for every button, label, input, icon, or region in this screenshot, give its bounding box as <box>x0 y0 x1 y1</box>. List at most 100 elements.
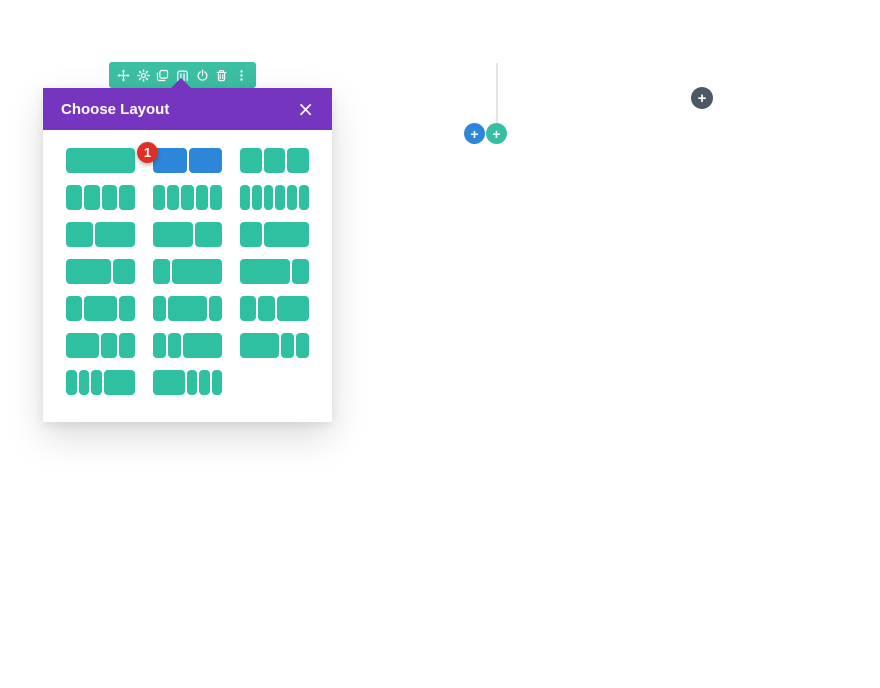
column-block <box>240 222 263 247</box>
modal-header: Choose Layout × <box>43 88 332 130</box>
column-block <box>153 333 166 358</box>
layout-option-1-6-1-6-1-6-1-6-1-6-1-6[interactable] <box>240 185 309 210</box>
column-block <box>153 259 170 284</box>
column-block <box>240 296 257 321</box>
save-to-library-button[interactable] <box>194 67 210 83</box>
choose-layout-modal: Choose Layout × 1 <box>43 88 332 422</box>
layout-option-3-4-1-4[interactable] <box>240 259 309 284</box>
layout-option-1-4-1-4-1-2[interactable] <box>240 296 309 321</box>
column-block <box>240 333 279 358</box>
column-block <box>66 370 77 395</box>
column-block <box>195 185 208 210</box>
move-button[interactable] <box>116 67 132 83</box>
ellipsis-vertical-icon <box>240 69 243 81</box>
column-block <box>167 185 180 210</box>
column-block <box>240 259 291 284</box>
column-block <box>183 333 222 358</box>
move-icon <box>117 68 130 82</box>
column-block <box>299 185 309 210</box>
section-divider-line <box>496 63 498 125</box>
layout-option-1-2-1-6-1-6-1-6[interactable] <box>153 370 222 395</box>
column-block <box>153 296 166 321</box>
delete-button[interactable] <box>214 67 230 83</box>
close-button[interactable]: × <box>297 97 314 121</box>
column-block <box>66 148 135 173</box>
column-block <box>209 296 222 321</box>
column-block <box>118 333 135 358</box>
layout-option-1-4-3-4[interactable] <box>153 259 222 284</box>
column-block <box>292 259 309 284</box>
column-block <box>287 148 310 173</box>
column-block <box>168 333 181 358</box>
layout-option-1-3-2-3[interactable] <box>240 222 309 247</box>
column-block <box>168 296 207 321</box>
column-block <box>186 370 197 395</box>
column-block <box>119 185 135 210</box>
column-block <box>195 222 222 247</box>
column-block <box>66 185 82 210</box>
layout-option-3-5-2-5[interactable] <box>153 222 222 247</box>
column-block <box>181 185 194 210</box>
trash-icon <box>216 69 227 81</box>
column-block <box>100 333 117 358</box>
gear-icon <box>136 68 150 82</box>
duplicate-icon <box>157 69 169 81</box>
column-block <box>112 259 135 284</box>
layout-option-1-5-1-5-3-5[interactable] <box>153 333 222 358</box>
column-block <box>94 222 135 247</box>
column-block <box>91 370 102 395</box>
column-block <box>153 185 166 210</box>
layout-options-grid: 1 <box>66 142 310 395</box>
layout-option-1-4-1-4-1-4-1-4[interactable] <box>66 185 135 210</box>
column-block <box>281 333 294 358</box>
power-icon <box>197 68 208 81</box>
column-block <box>171 259 222 284</box>
column-block <box>199 370 210 395</box>
add-row-blue-button[interactable]: + <box>464 123 485 144</box>
layout-option-1-2-1-4-1-4[interactable] <box>66 333 135 358</box>
column-block <box>240 148 262 173</box>
column-block <box>264 222 309 247</box>
column-block <box>101 185 118 210</box>
column-block <box>118 296 135 321</box>
more-options-button[interactable] <box>233 67 249 83</box>
layout-option-2-5-3-5[interactable] <box>66 222 135 247</box>
column-block <box>263 148 286 173</box>
column-block <box>287 185 298 210</box>
modal-pointer-arrow <box>171 78 191 88</box>
layout-option-3-5-1-5-1-5[interactable] <box>240 333 309 358</box>
layout-option-2-3-1-3[interactable] <box>66 259 135 284</box>
layout-option-1-4-1-2-1-4[interactable] <box>66 296 135 321</box>
column-block <box>258 296 275 321</box>
settings-button[interactable] <box>135 67 151 83</box>
layout-option-1-3-1-3-1-3[interactable] <box>240 148 310 173</box>
duplicate-button[interactable] <box>155 67 171 83</box>
step-badge: 1 <box>137 142 158 163</box>
layout-option-1-5-1-5-1-5-1-5-1-5[interactable] <box>153 185 223 210</box>
modal-body: 1 <box>43 130 332 413</box>
column-block <box>276 296 309 321</box>
column-block <box>103 370 135 395</box>
layout-option-1-5-3-5-1-5[interactable] <box>153 296 222 321</box>
column-block <box>66 259 111 284</box>
layout-option-1-6-1-6-1-6-1-2[interactable] <box>66 370 135 395</box>
column-block <box>84 296 117 321</box>
column-block <box>83 185 100 210</box>
column-block <box>209 185 223 210</box>
column-block <box>240 185 250 210</box>
layout-option-1-2-1-2[interactable]: 1 <box>137 142 222 173</box>
column-block <box>275 185 286 210</box>
column-block <box>188 148 222 173</box>
column-block <box>153 370 185 395</box>
column-block <box>78 370 89 395</box>
column-block <box>66 222 93 247</box>
column-block <box>153 222 194 247</box>
layout-option-1[interactable] <box>66 148 135 173</box>
column-block <box>211 370 222 395</box>
column-block <box>251 185 262 210</box>
add-section-button[interactable]: + <box>691 87 713 109</box>
column-block <box>263 185 274 210</box>
add-row-green-button[interactable]: + <box>486 123 507 144</box>
column-block <box>153 148 187 173</box>
